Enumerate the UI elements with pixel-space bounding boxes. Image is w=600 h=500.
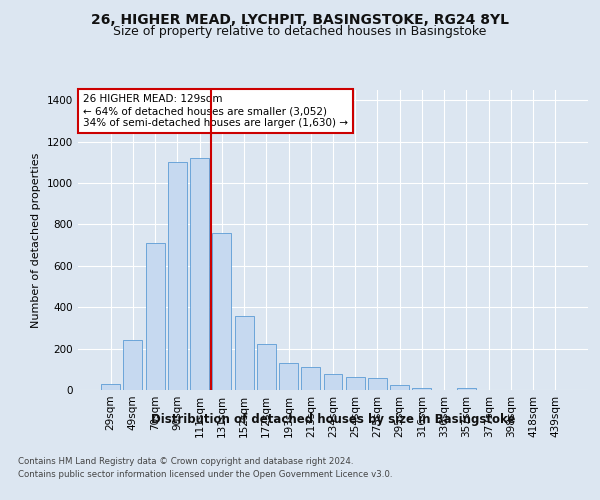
Bar <box>101 384 120 390</box>
Bar <box>368 378 387 390</box>
Bar <box>235 316 254 390</box>
Text: Contains public sector information licensed under the Open Government Licence v3: Contains public sector information licen… <box>18 470 392 479</box>
Text: Distribution of detached houses by size in Basingstoke: Distribution of detached houses by size … <box>151 412 515 426</box>
Y-axis label: Number of detached properties: Number of detached properties <box>31 152 41 328</box>
Bar <box>146 243 164 390</box>
Text: 26 HIGHER MEAD: 129sqm
← 64% of detached houses are smaller (3,052)
34% of semi-: 26 HIGHER MEAD: 129sqm ← 64% of detached… <box>83 94 348 128</box>
Bar <box>457 388 476 390</box>
Text: Size of property relative to detached houses in Basingstoke: Size of property relative to detached ho… <box>113 25 487 38</box>
Text: 26, HIGHER MEAD, LYCHPIT, BASINGSTOKE, RG24 8YL: 26, HIGHER MEAD, LYCHPIT, BASINGSTOKE, R… <box>91 12 509 26</box>
Bar <box>212 233 231 390</box>
Bar <box>346 376 365 390</box>
Bar <box>168 162 187 390</box>
Bar <box>190 158 209 390</box>
Bar <box>323 374 343 390</box>
Bar <box>257 344 276 390</box>
Bar <box>301 367 320 390</box>
Text: Contains HM Land Registry data © Crown copyright and database right 2024.: Contains HM Land Registry data © Crown c… <box>18 458 353 466</box>
Bar <box>279 363 298 390</box>
Bar <box>390 385 409 390</box>
Bar <box>124 340 142 390</box>
Bar <box>412 388 431 390</box>
